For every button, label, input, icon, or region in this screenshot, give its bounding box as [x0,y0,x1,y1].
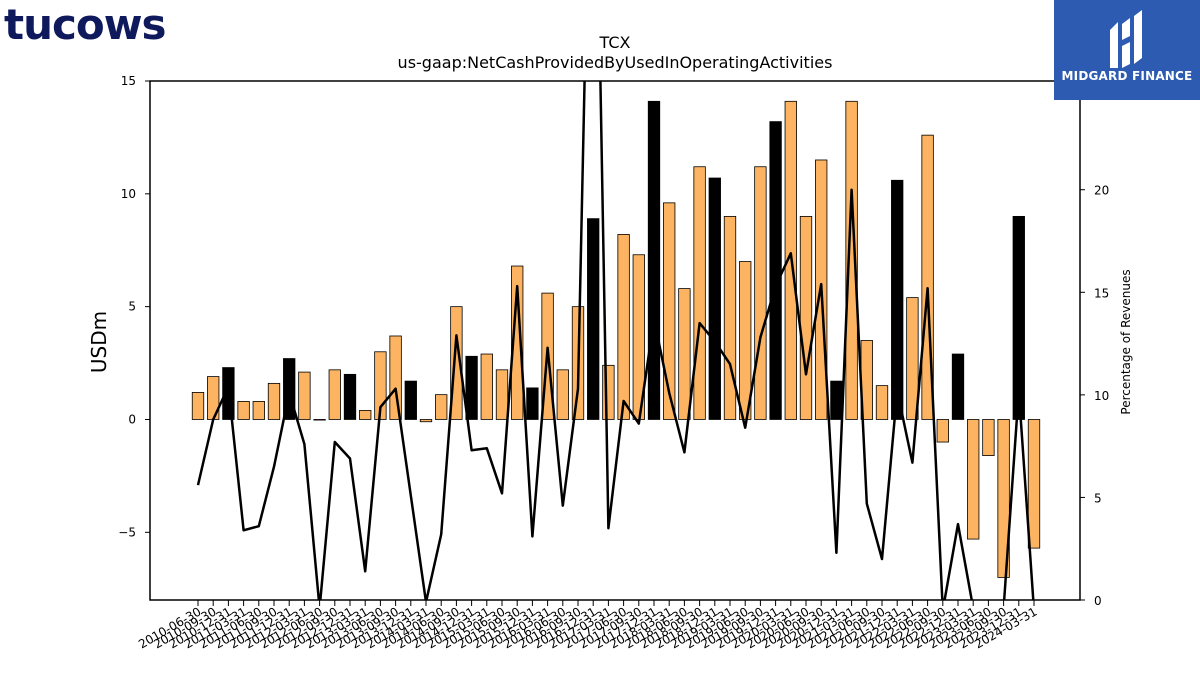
tucows-logo: tucows [4,0,184,49]
bar [237,401,250,420]
bar [1012,215,1025,420]
bar [252,401,265,420]
bar [298,371,311,420]
bar [191,391,205,420]
line-group [196,81,1035,600]
bar [875,385,889,420]
y-tick-label-right: 15 [1094,286,1109,300]
y-tick-label-left: 10 [121,187,136,201]
bar [1027,419,1041,549]
midgard-mark-icon [1110,10,1142,68]
bar [845,100,858,420]
y-ticks-right: 0 5 10 15 20 [1080,184,1109,608]
x-ticks: 2010-06-302010-09-302010-12-312011-03-31… [136,600,1040,651]
bar [495,369,509,420]
bar [389,335,402,420]
bar [663,202,676,420]
y-tick-label-right: 5 [1094,491,1102,505]
bar [754,166,767,420]
bar [906,297,919,420]
tucows-logo-text: tucows [4,2,166,46]
midgard-finance-logo: MIDGARD FINANCE [1054,0,1200,100]
chart-subtitle: us-gaap:NetCashProvidedByUsedInOperating… [398,53,833,72]
y-tick-label-left: 0 [128,412,136,426]
bar [419,419,433,423]
y-tick-label-right: 0 [1094,594,1102,608]
bar [617,234,630,420]
y-tick-label-left: 5 [128,300,136,314]
y-tick-label-left: 15 [121,74,136,88]
bar [359,410,372,420]
bar [450,306,463,420]
bar [769,121,782,420]
bar [526,387,539,420]
bar [343,373,357,420]
bar [891,179,904,420]
bar [708,177,721,420]
bar [678,288,691,420]
bar [723,215,737,420]
y-axis-label: USDm [87,311,111,373]
bar [511,265,524,420]
bar [799,215,813,420]
bar [739,261,752,420]
y-tick-label-right: 10 [1094,389,1109,403]
axes-group [149,80,1081,601]
bar [602,364,615,420]
bar [936,419,949,443]
bar [480,353,493,420]
plot-frame [149,80,1081,601]
y-ticks-left: −5 0 5 10 15 [118,74,150,539]
bar [328,369,341,420]
bar [951,353,965,420]
bar [830,380,843,420]
bar [283,358,296,420]
y-axis-label-right: Percentage of Revenues [1119,269,1133,414]
bar [556,369,569,420]
bar [982,419,995,456]
bar [313,419,326,421]
bar [587,218,600,420]
bar [404,380,417,420]
bar [647,100,661,420]
percentage-line [196,81,1035,600]
bar [921,134,934,420]
bar [267,382,281,420]
bar [435,394,448,420]
bar [693,166,706,420]
bars-group [191,100,1041,578]
bar [967,419,980,540]
y-tick-label-right: 20 [1094,184,1109,198]
midgard-logo-text: MIDGARD FINANCE [1061,69,1193,83]
bar [465,355,478,420]
y-tick-label-left: −5 [118,525,136,539]
chart-title: TCX [599,33,631,52]
bar [997,419,1010,578]
